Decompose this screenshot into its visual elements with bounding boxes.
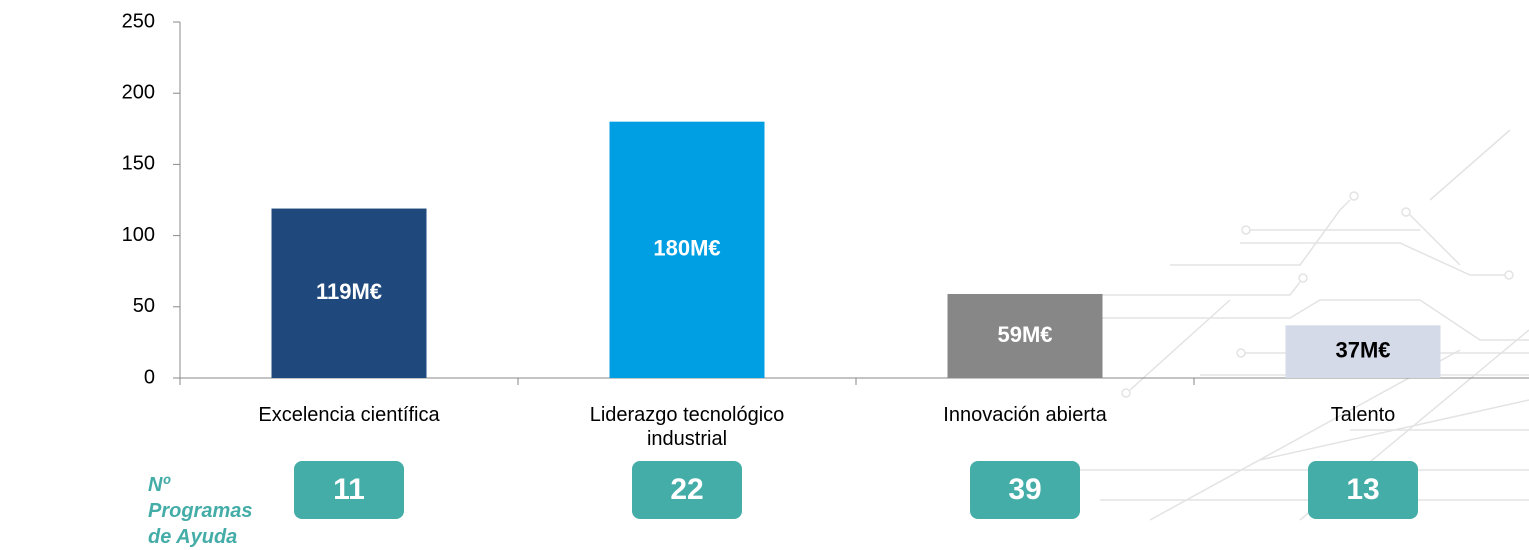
program-count: 39 — [970, 461, 1080, 519]
y-tick-label: 150 — [122, 153, 155, 175]
y-tick-label: 0 — [144, 366, 155, 388]
x-tick-label: Excelencia científica — [229, 403, 469, 427]
value-label: 37M€ — [1335, 337, 1390, 362]
x-tick-label: Talento — [1243, 403, 1483, 427]
y-tick-label: 50 — [133, 295, 155, 317]
programs-label: Nº Programas de Ayuda — [148, 472, 268, 550]
program-count: 22 — [632, 461, 742, 519]
y-tick-label: 250 — [122, 10, 155, 32]
value-label: 119M€ — [316, 279, 382, 304]
x-tick-label: Innovación abierta — [905, 403, 1145, 427]
y-tick-label: 200 — [122, 81, 155, 103]
page: {"chart_data": {"type": "bar", "categori… — [0, 0, 1529, 527]
program-count: 13 — [1308, 461, 1418, 519]
value-label: 59M€ — [997, 322, 1052, 347]
program-count: 11 — [294, 461, 404, 519]
x-tick-label: Liderazgo tecnológico industrial — [567, 403, 807, 451]
value-label: 180M€ — [653, 236, 720, 261]
y-tick-label: 100 — [122, 224, 155, 246]
